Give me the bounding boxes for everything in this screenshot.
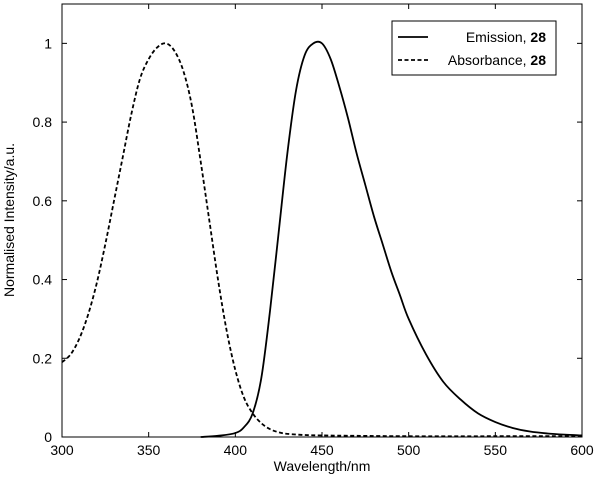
y-tick-label: 0 [44, 429, 52, 445]
y-tick-label: 0.6 [33, 193, 53, 209]
x-tick-label: 350 [137, 442, 161, 458]
legend-absorbance-compound: 28 [530, 52, 546, 68]
y-tick-label: 0.8 [33, 114, 53, 130]
x-axis-label: Wavelength/nm [274, 458, 371, 474]
axis-ticks [61, 4, 583, 438]
legend-absorbance-name: Absorbance, [448, 52, 531, 68]
emission-series-line [200, 40, 583, 438]
y-tick-label: 0.4 [33, 272, 53, 288]
legend-box [391, 20, 557, 76]
x-tick-label: 450 [310, 442, 334, 458]
y-axis-label: Normalised Intensity/a.u. [1, 143, 17, 297]
legend: Emission, 28 Absorbance, 28 [391, 20, 557, 76]
y-tick-label: 1 [44, 35, 52, 51]
legend-emission-compound: 28 [530, 29, 546, 45]
x-tick-label: 500 [397, 442, 421, 458]
legend-emission-label: Emission, 28 [466, 29, 546, 45]
x-tick-label: 400 [224, 442, 248, 458]
absorbance-series-line [61, 42, 582, 438]
series-group [61, 40, 583, 438]
x-tick-label: 300 [50, 442, 74, 458]
legend-absorbance-label: Absorbance, 28 [448, 52, 546, 68]
y-tick-label: 0.2 [33, 350, 53, 366]
tick-labels: 300 350 400 450 500 550 600 0 0.2 0.4 0.6 0.8 1 [33, 35, 594, 458]
x-tick-label: 600 [570, 442, 594, 458]
legend-emission-name: Emission, [466, 29, 531, 45]
x-tick-label: 550 [484, 442, 508, 458]
